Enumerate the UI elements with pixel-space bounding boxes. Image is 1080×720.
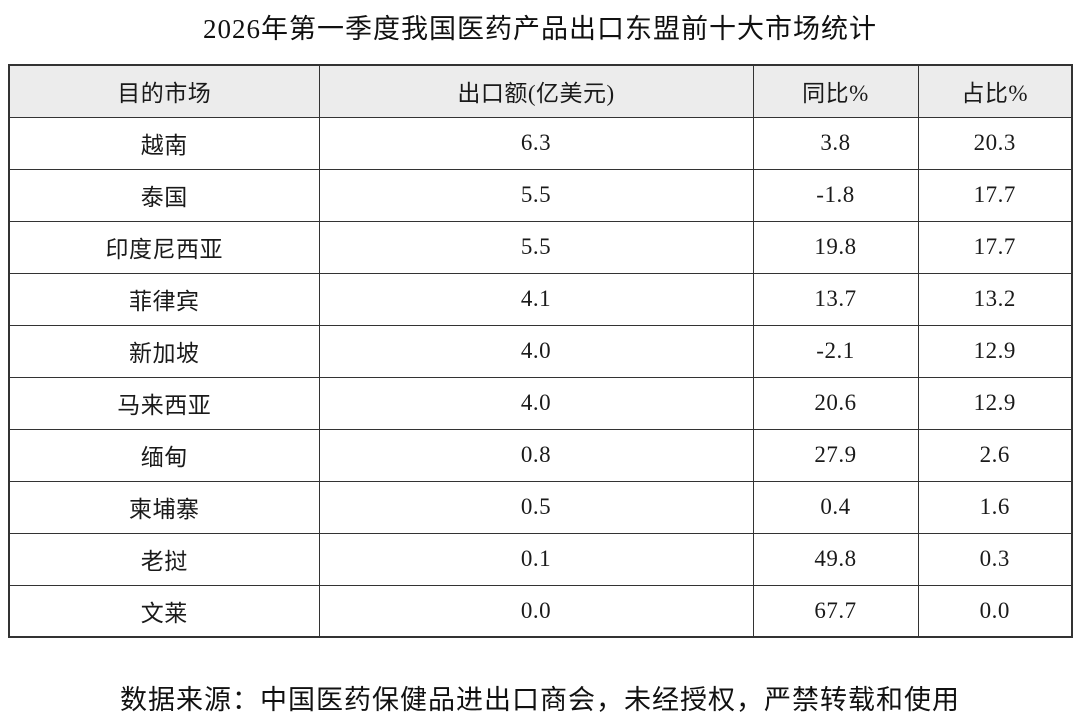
cell-export-value: 0.0 (318, 584, 754, 638)
column-header-yoy-percent: 同比% (752, 64, 919, 118)
table-row: 缅甸 0.8 27.9 2.6 (8, 428, 1073, 482)
table-row: 老挝 0.1 49.8 0.3 (8, 532, 1073, 586)
cell-share-percent: 13.2 (917, 272, 1073, 326)
header-row: 目的市场 出口额(亿美元) 同比% 占比% (8, 64, 1073, 118)
table-row: 文莱 0.0 67.7 0.0 (8, 584, 1073, 638)
cell-market: 印度尼西亚 (8, 220, 320, 274)
cell-export-value: 4.0 (318, 376, 754, 430)
cell-yoy-percent: 20.6 (752, 376, 919, 430)
cell-yoy-percent: 3.8 (752, 116, 919, 170)
cell-export-value: 5.5 (318, 168, 754, 222)
cell-share-percent: 20.3 (917, 116, 1073, 170)
column-header-market: 目的市场 (8, 64, 320, 118)
cell-yoy-percent: 49.8 (752, 532, 919, 586)
cell-market: 柬埔寨 (8, 480, 320, 534)
column-header-export-value: 出口额(亿美元) (318, 64, 754, 118)
table-row: 印度尼西亚 5.5 19.8 17.7 (8, 220, 1073, 274)
cell-share-percent: 17.7 (917, 220, 1073, 274)
cell-market: 马来西亚 (8, 376, 320, 430)
column-header-share-percent: 占比% (917, 64, 1073, 118)
cell-share-percent: 2.6 (917, 428, 1073, 482)
source-note: 数据来源：中国医药保健品进出口商会，未经授权，严禁转载和使用 (120, 685, 960, 715)
cell-export-value: 5.5 (318, 220, 754, 274)
cell-share-percent: 17.7 (917, 168, 1073, 222)
cell-yoy-percent: -2.1 (752, 324, 919, 378)
cell-market: 泰国 (8, 168, 320, 222)
table-row: 越南 6.3 3.8 20.3 (8, 116, 1073, 170)
page-title: 2026年第一季度我国医药产品出口东盟前十大市场统计 (203, 14, 877, 44)
cell-market: 老挝 (8, 532, 320, 586)
cell-yoy-percent: 27.9 (752, 428, 919, 482)
cell-share-percent: 12.9 (917, 376, 1073, 430)
cell-yoy-percent: 19.8 (752, 220, 919, 274)
cell-market: 越南 (8, 116, 320, 170)
cell-export-value: 6.3 (318, 116, 754, 170)
table-row: 新加坡 4.0 -2.1 12.9 (8, 324, 1073, 378)
statistics-table: 目的市场 出口额(亿美元) 同比% 占比% 越南 6.3 3.8 20.3 泰国 5.5-… (8, 64, 1073, 638)
cell-export-value: 0.8 (318, 428, 754, 482)
cell-export-value: 4.0 (318, 324, 754, 378)
cell-share-percent: 1.6 (917, 480, 1073, 534)
cell-market: 新加坡 (8, 324, 320, 378)
cell-share-percent: 0.3 (917, 532, 1073, 586)
cell-export-value: 4.1 (318, 272, 754, 326)
cell-yoy-percent: 67.7 (752, 584, 919, 638)
cell-yoy-percent: -1.8 (752, 168, 919, 222)
cell-export-value: 0.5 (318, 480, 754, 534)
cell-yoy-percent: 0.4 (752, 480, 919, 534)
cell-share-percent: 12.9 (917, 324, 1073, 378)
cell-market: 缅甸 (8, 428, 320, 482)
cell-export-value: 0.1 (318, 532, 754, 586)
table-row: 马来西亚 4.0 20.6 12.9 (8, 376, 1073, 430)
table-row: 菲律宾 4.1 13.7 13.2 (8, 272, 1073, 326)
cell-yoy-percent: 13.7 (752, 272, 919, 326)
cell-market: 文莱 (8, 584, 320, 638)
cell-market: 菲律宾 (8, 272, 320, 326)
table-row: 柬埔寨 0.5 0.4 1.6 (8, 480, 1073, 534)
table-row: 泰国 5.5 -1.8 17.7 (8, 168, 1073, 222)
table-body: 越南 6.3 3.8 20.3 泰国 5.5 -1.8 17.7 印度尼西亚 5.5 19.8 17.… (8, 116, 1073, 638)
cell-share-percent: 0.0 (917, 584, 1073, 638)
